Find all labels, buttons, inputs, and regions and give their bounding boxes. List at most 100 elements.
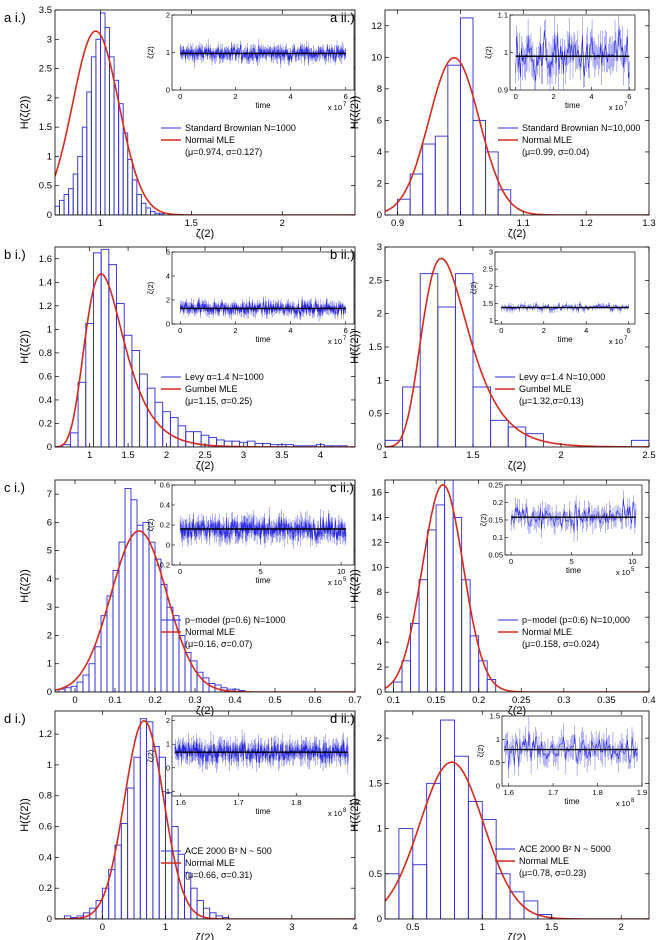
inset-x-tick-label: 2 [542, 326, 546, 335]
y-tick-label: 16 [371, 487, 382, 498]
histogram-bar [169, 417, 179, 447]
inset-y-tick-label: 0.4 [160, 501, 170, 510]
y-tick-label: 1.4 [39, 277, 52, 288]
inset-data-line [180, 299, 346, 317]
inset-y-tick-label: 1.1 [498, 11, 508, 20]
inset-exponent-power: 5 [343, 577, 347, 583]
histogram-bar [76, 681, 84, 692]
x-tick-label: 1 [87, 450, 92, 461]
y-tick-label: 0 [47, 442, 52, 453]
histogram-bar [85, 323, 94, 447]
x-tick-label: 3 [289, 922, 294, 933]
axes-frame [54, 710, 356, 920]
x-tick-label: 1.5 [121, 450, 134, 461]
y-tick-label: 10 [371, 52, 382, 63]
x-tick-label: 0.6 [308, 695, 321, 706]
inset-timeseries: 1.6 1.7 1.8 1.9 −1 0 1 2 time ζ(2) x 10 8 [146, 715, 359, 818]
inset-x-tick-label: 5 [258, 567, 262, 576]
inset-series [180, 38, 346, 69]
y-tick-label: 6 [377, 612, 382, 623]
histogram-bar [94, 646, 102, 692]
inset-y-axis-label: ζ(2) [146, 749, 155, 762]
x-tick-label: 0.5 [268, 695, 281, 706]
legend-entry: Normal MLE [522, 627, 572, 637]
inset-y-tick-label: 2.5 [483, 265, 493, 274]
inset-x-tick-label: 0 [514, 92, 518, 101]
x-tick-label: 1 [458, 218, 463, 229]
inset-y-tick-label: 0.9 [498, 86, 508, 95]
histogram [55, 488, 355, 692]
histogram-bar [55, 205, 60, 215]
inset-y-tick-label: 0 [496, 782, 500, 791]
histogram-bar [86, 91, 92, 215]
x-tick-label: 0.35 [597, 695, 616, 706]
x-tick-label: 0 [72, 695, 77, 706]
x-tick-label: 0.1 [108, 695, 121, 706]
histogram-bar [481, 819, 497, 919]
histogram-bar [630, 439, 649, 447]
histogram-bar [185, 431, 194, 447]
inset-exponent-power: 8 [631, 798, 635, 804]
histogram-bar [59, 199, 65, 215]
axes-frame [54, 9, 356, 216]
inset-x-tick-label: 6 [627, 326, 631, 335]
inset-series [503, 716, 638, 779]
inset-series [501, 301, 629, 314]
y-axis-label: H(ζ(2)) [19, 330, 31, 364]
y-tick-label: 1 [47, 324, 52, 335]
x-axis-label: ζ(2) [508, 460, 526, 472]
y-tick-label: 14 [371, 512, 382, 523]
histogram-bar [459, 17, 474, 215]
y-tick-label: 2 [377, 662, 382, 673]
histogram-bar [108, 264, 117, 447]
x-tick-label: 0.25 [512, 695, 531, 706]
y-tick-label: 0.8 [39, 791, 52, 802]
inset-data-line [503, 731, 638, 770]
histogram-bar [77, 381, 87, 447]
histogram-bar [127, 787, 135, 919]
y-axis-label: H(ζ(2)) [19, 798, 31, 832]
y-tick-label: 2 [377, 309, 382, 320]
y-tick-label: 5 [47, 546, 52, 557]
y-tick-label: 3 [47, 34, 52, 45]
y-tick-label: 8 [377, 84, 382, 95]
y-tick-label: 1.5 [369, 778, 382, 789]
x-tick-label: 0 [100, 922, 105, 933]
inset-frame [171, 251, 355, 325]
y-tick-label: 0 [377, 687, 382, 698]
y-tick-label: 2.5 [39, 64, 52, 75]
legend-entry: ACE 2000 B² N ~ 500 [185, 846, 272, 856]
axes-frame [54, 479, 356, 693]
histogram-bar [139, 373, 148, 447]
panel-label: b i.) [4, 247, 26, 262]
legend-entry: Standard Brownian N=10,000 [522, 123, 640, 133]
inset-x-axis-label: time [255, 807, 271, 816]
y-tick-label: 1 [377, 375, 382, 386]
fit-curve [55, 30, 355, 215]
legend-entry: Levy α=1.4 N=1000 [185, 372, 264, 382]
histogram-bar [120, 823, 129, 919]
histogram-bar [148, 541, 156, 692]
x-tick-label: 1.5 [545, 922, 558, 933]
inset-x-axis-label: time [564, 797, 580, 806]
histogram-bar [69, 432, 79, 447]
histogram-bar [70, 685, 78, 692]
histogram-bar [409, 173, 424, 215]
legend-entry: (μ=0.158, σ=0.024) [522, 639, 599, 649]
histogram-bar [419, 273, 439, 447]
legend-entry: Gumbel MLE [185, 384, 238, 394]
y-tick-label: 2 [377, 178, 382, 189]
legend: Levy α=1.4 N=1000 Gumbel MLE (μ=1.15, σ=0.… [161, 372, 264, 406]
histogram-bar [478, 660, 488, 692]
inset-y-tick-label: 0 [166, 320, 170, 329]
y-tick-label: 1.2 [39, 301, 52, 312]
y-tick-label: 2 [47, 93, 52, 104]
x-tick-label: 0.4 [642, 695, 655, 706]
panel-label: c i.) [4, 480, 25, 495]
inset-y-tick-label: 0.2 [493, 498, 503, 507]
inset-y-tick-label: 0.15 [488, 516, 503, 525]
histogram-bar [93, 252, 102, 447]
histogram-bar [467, 800, 483, 919]
x-tick-label: 0.15 [427, 695, 446, 706]
inset-y-tick-label: −1 [161, 787, 170, 796]
